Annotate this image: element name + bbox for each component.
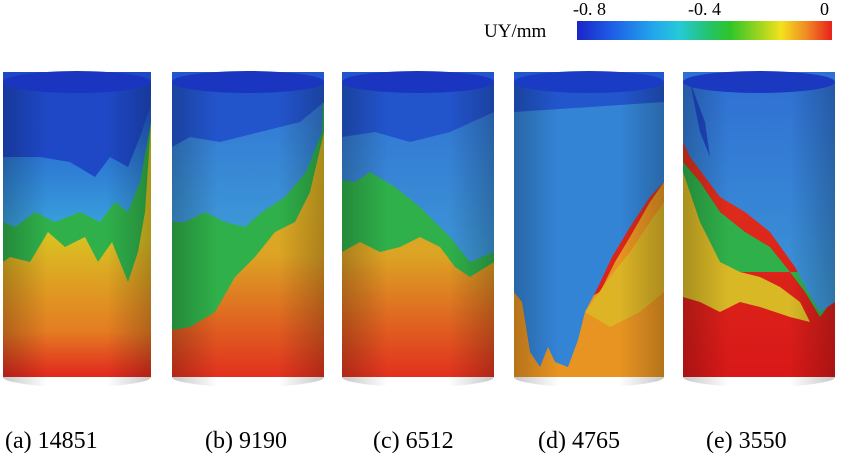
legend-tick-mid: -0. 4 — [688, 0, 721, 19]
legend-title: UY/mm — [484, 21, 547, 42]
specimen-cylinders — [3, 71, 835, 387]
legend-tick-min: -0. 8 — [573, 0, 606, 19]
specimen-a — [3, 71, 151, 387]
specimen-c — [342, 71, 494, 387]
specimen-e — [683, 71, 835, 387]
caption-d: (d) 4765 — [538, 428, 620, 454]
specimen-b — [172, 71, 324, 387]
caption-e: (e) 3550 — [706, 428, 787, 454]
caption-b: (b) 9190 — [205, 428, 287, 454]
specimen-d — [514, 71, 664, 387]
caption-c: (c) 6512 — [373, 428, 454, 454]
color-scale-bar — [577, 21, 832, 40]
legend-tick-max: 0 — [820, 0, 829, 19]
caption-a: (a) 14851 — [5, 428, 98, 454]
